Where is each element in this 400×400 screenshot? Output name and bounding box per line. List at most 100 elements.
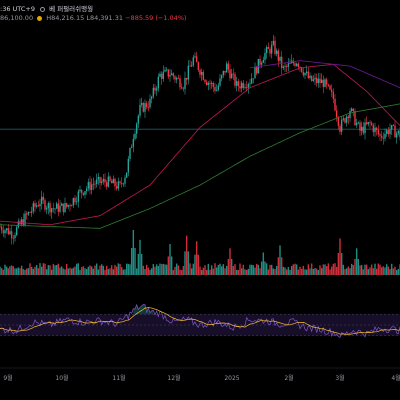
volume-bar	[225, 265, 228, 275]
volume-bar	[275, 265, 278, 275]
candle-body	[162, 71, 165, 79]
candle	[260, 61, 263, 68]
candle	[372, 123, 375, 137]
volume-bar	[212, 268, 215, 275]
candle	[174, 74, 176, 83]
candle-body	[102, 179, 105, 182]
candle-body	[184, 77, 186, 89]
candle	[384, 128, 386, 142]
candle-body	[199, 69, 201, 75]
candle-body	[389, 129, 391, 135]
candle	[257, 58, 260, 74]
x-tick-label: 10월	[55, 374, 68, 382]
candle	[40, 190, 43, 210]
settings-icon[interactable]	[40, 7, 46, 12]
candle-body	[282, 66, 285, 68]
candle	[4, 228, 6, 239]
candle-body	[39, 203, 41, 207]
candle	[77, 189, 80, 208]
volume-bar	[104, 269, 106, 275]
volume-bar	[264, 261, 266, 275]
volume-bar	[95, 263, 98, 275]
candle	[385, 128, 388, 137]
candle	[340, 116, 343, 136]
volume-bar	[317, 270, 320, 275]
candle	[50, 207, 53, 219]
volume-bar	[115, 266, 118, 275]
candle	[324, 77, 326, 88]
ohlc-h-value: 84,216.15	[51, 14, 85, 22]
candle	[74, 194, 76, 205]
candle-body	[270, 44, 273, 54]
candle	[182, 86, 185, 92]
candle	[200, 68, 203, 81]
volume-bar	[150, 268, 153, 275]
volume-bar	[384, 267, 386, 275]
candle-body	[225, 63, 228, 73]
candle-body	[345, 116, 348, 123]
volume-bar	[254, 267, 256, 275]
candle-body	[65, 203, 68, 207]
candle	[65, 202, 68, 209]
candle	[322, 75, 325, 94]
candle	[70, 204, 73, 207]
volume-bar	[360, 264, 363, 275]
candle	[180, 83, 183, 90]
volume-bar	[10, 265, 13, 275]
candle-body	[312, 79, 315, 81]
candle-body	[339, 125, 341, 132]
volume-bar	[85, 269, 88, 275]
candle	[117, 177, 120, 192]
candle-body	[204, 79, 206, 82]
volume-bar	[77, 263, 80, 275]
volume-bar	[324, 264, 326, 275]
candle-body	[385, 130, 388, 134]
volume-bar	[222, 264, 225, 275]
candle-body	[314, 77, 316, 80]
candle-body	[185, 77, 188, 80]
volume-bar	[204, 265, 206, 275]
candle	[24, 210, 26, 227]
volume-bar	[144, 269, 146, 275]
candle	[84, 190, 86, 199]
candle	[279, 56, 281, 63]
volume-bar	[89, 265, 91, 275]
volume-bar	[294, 263, 296, 275]
candle-body	[252, 78, 255, 80]
volume-bar	[50, 269, 53, 275]
volume-bar	[109, 268, 111, 275]
candle	[95, 173, 98, 188]
candle	[364, 118, 366, 140]
candle-body	[372, 125, 375, 133]
volume-bar	[395, 270, 398, 275]
candle-body	[370, 122, 373, 126]
volume-bar	[364, 264, 366, 275]
candle-body	[172, 73, 175, 77]
volume-bar	[149, 269, 151, 275]
volume-bar	[209, 269, 211, 275]
candle	[72, 197, 75, 209]
volume-bar	[72, 267, 75, 275]
candle-body	[90, 184, 93, 190]
volume-bar	[45, 269, 48, 275]
volume-bar	[375, 268, 378, 275]
volume-bar	[0, 268, 3, 275]
moving-average-line	[0, 103, 400, 229]
candle-body	[29, 212, 31, 213]
candle	[9, 228, 11, 236]
candle-body	[377, 129, 380, 135]
candle-body	[72, 198, 75, 206]
candle-body	[55, 203, 58, 209]
candle	[229, 64, 231, 82]
candle	[330, 84, 333, 98]
candle	[69, 203, 71, 212]
volume-bar	[330, 266, 333, 275]
candle-body	[309, 75, 311, 78]
candle-body	[110, 180, 113, 184]
volume-bar	[67, 268, 70, 275]
candle	[302, 67, 305, 78]
candle-body	[99, 176, 101, 184]
volume-bar	[5, 266, 8, 275]
